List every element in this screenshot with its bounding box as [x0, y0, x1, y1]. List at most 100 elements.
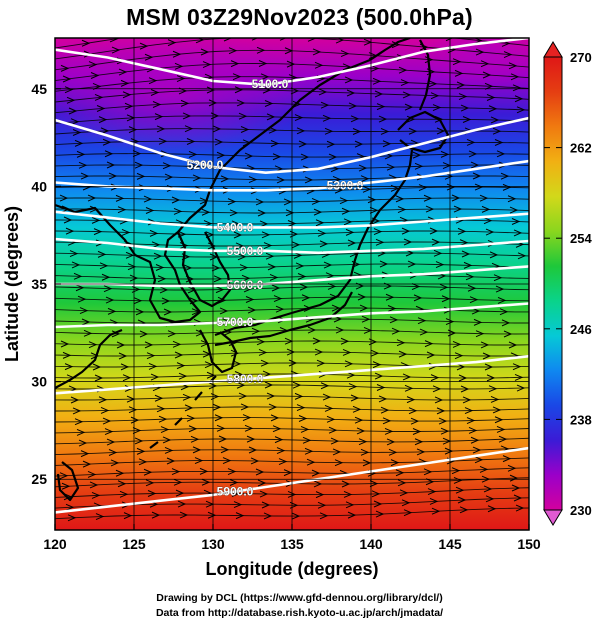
wind-arrow [471, 307, 481, 315]
wind-arrow [335, 326, 345, 334]
wind-arrow [158, 137, 168, 145]
wind-arrow [314, 61, 324, 69]
wind-arrow [227, 198, 237, 206]
wind-arrow [498, 435, 508, 443]
wind-arrow [95, 513, 105, 520]
wind-arrow [111, 46, 121, 54]
wind-arrow [157, 275, 167, 283]
wind-arrow [432, 385, 442, 393]
wind-arrow [386, 163, 396, 171]
wind-arrow [171, 468, 181, 476]
wind-arrow [452, 340, 462, 348]
wind-streamline [55, 208, 529, 214]
wind-streamline [55, 437, 529, 445]
wind-arrow [111, 330, 121, 338]
wind-arrow [146, 352, 156, 360]
wind-arrow [176, 362, 186, 370]
wind-arrow [404, 384, 414, 392]
colorbar-max-triangle [543, 41, 563, 58]
wind-arrow [373, 500, 383, 508]
wind-arrow [496, 426, 506, 433]
wind-arrow [218, 435, 228, 443]
wind-arrow [117, 480, 127, 488]
wind-arrow [513, 494, 523, 502]
wind-arrow [426, 351, 436, 359]
wind-arrow [65, 503, 75, 511]
wind-arrow [296, 127, 306, 135]
wind-arrow [213, 275, 223, 283]
cold-vortex-ne [425, 38, 529, 90]
wind-arrow [514, 95, 524, 103]
wind-arrow [74, 418, 84, 426]
wind-arrow [204, 361, 214, 369]
wind-arrow [509, 474, 519, 482]
wind-arrow [248, 176, 258, 184]
wind-arrow [458, 93, 468, 100]
wind-arrow [182, 112, 192, 120]
wind-arrow [164, 173, 174, 181]
wind-arrow [59, 194, 69, 202]
wind-arrow [104, 428, 114, 436]
wind-arrow [188, 150, 198, 158]
wind-arrow [429, 497, 439, 505]
wind-arrow [203, 220, 213, 228]
wind-streamline [55, 362, 529, 368]
wind-arrow [274, 436, 284, 444]
wind-arrow [444, 447, 454, 455]
wind-arrow [313, 480, 323, 488]
wind-arrow [483, 485, 493, 493]
coastline-kyushu [199, 329, 238, 374]
wind-arrow [244, 152, 254, 160]
wind-arrow [514, 373, 524, 381]
wind-arrow [359, 304, 369, 312]
wind-arrow [311, 197, 321, 205]
wind-arrow [496, 150, 506, 158]
wind-arrow [71, 261, 81, 269]
wind-arrow [470, 161, 480, 169]
wind-arrow [223, 38, 233, 42]
wind-arrow [507, 464, 517, 472]
wind-streamline [55, 140, 529, 146]
wind-arrow [160, 150, 170, 158]
wind-arrow [153, 252, 163, 260]
wind-arrow [235, 512, 245, 520]
wind-arrow [453, 476, 463, 484]
wind-arrow [423, 194, 433, 202]
wind-arrow [319, 512, 329, 520]
wind-arrow [106, 161, 116, 169]
wind-arrow [90, 352, 100, 360]
wind-arrow [88, 341, 98, 349]
wind-arrow [76, 428, 86, 436]
wind-arrow [239, 264, 249, 272]
x-tick-label: 120 [43, 536, 67, 552]
wind-arrow [139, 330, 149, 338]
wind-arrow [380, 127, 390, 135]
wind-arrow [457, 227, 467, 235]
wind-streamline [55, 89, 529, 103]
wind-arrow [445, 318, 455, 326]
wind-arrow [184, 125, 194, 133]
wind-arrow [495, 285, 505, 293]
wind-arrow [466, 138, 476, 146]
wind-arrow [275, 305, 285, 313]
wind-arrow [402, 373, 412, 381]
wind-arrow [229, 479, 239, 486]
wind-arrow [390, 459, 400, 467]
wind-arrow [375, 510, 385, 518]
colorbar-tick-label: 262 [570, 141, 592, 156]
wind-arrow [401, 499, 411, 507]
wind-arrow [473, 318, 483, 326]
wind-arrow [245, 296, 255, 303]
wind-arrow [270, 140, 280, 147]
wind-arrow [286, 60, 296, 68]
wind-arrow [312, 337, 322, 345]
wind-arrow [272, 425, 282, 433]
wind-arrow [82, 460, 92, 468]
wind-arrow [334, 24, 341, 30]
wind-arrow [235, 242, 245, 250]
wind-arrow [63, 216, 73, 224]
wind-arrow [334, 186, 344, 194]
wind-arrow [75, 284, 85, 292]
wind-arrow [69, 250, 79, 258]
wind-arrow [74, 139, 84, 147]
